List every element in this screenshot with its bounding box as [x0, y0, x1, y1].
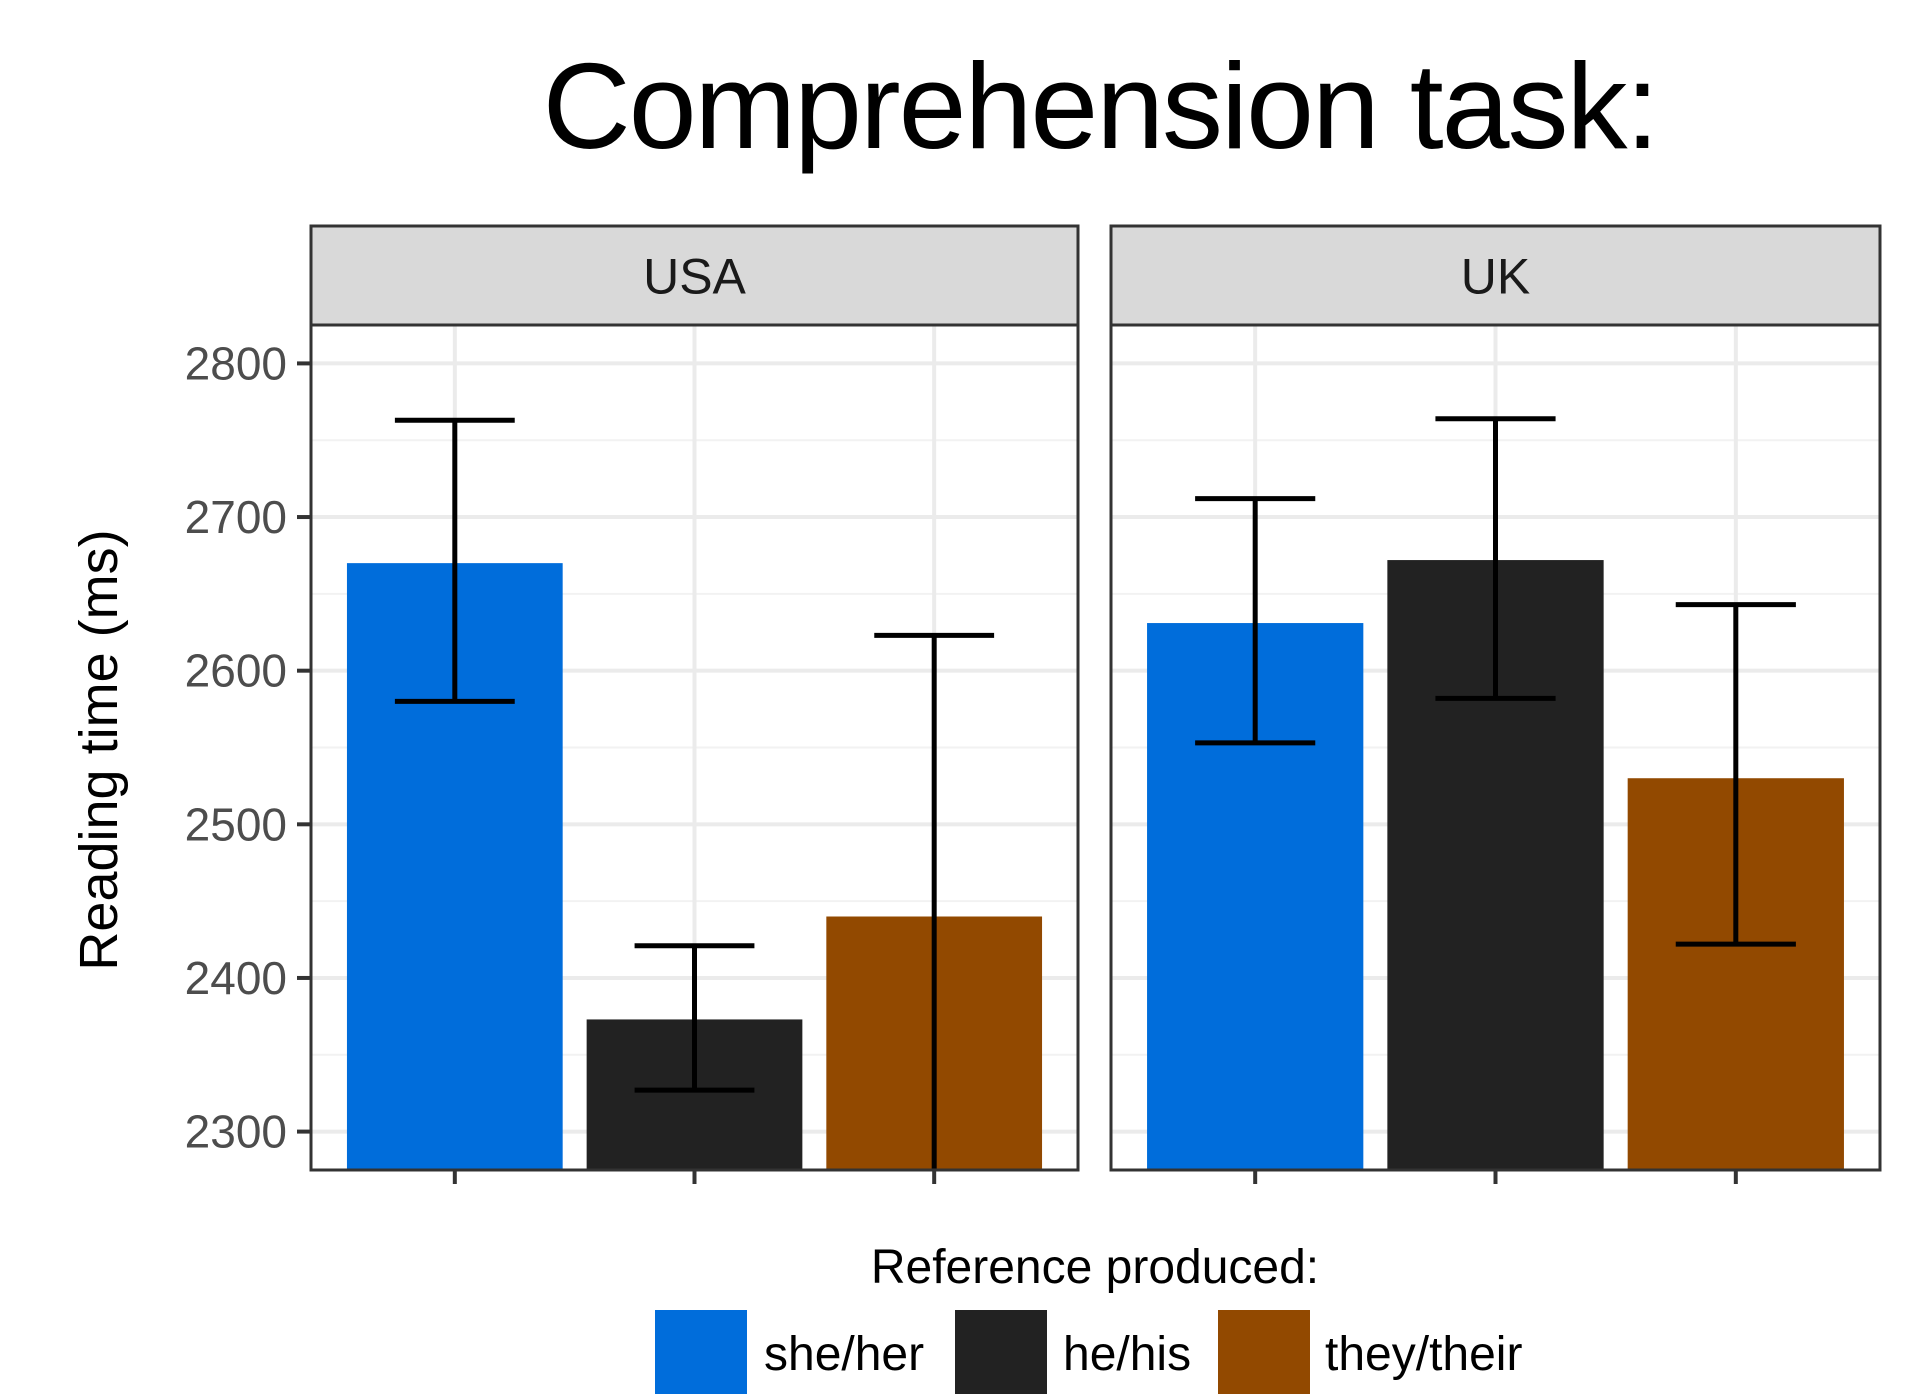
legend-label: he/his — [1063, 1328, 1191, 1381]
error-bar — [634, 943, 755, 1093]
y-axis-title: Reading time (ms) — [69, 529, 129, 970]
error-bar — [874, 632, 995, 1170]
facet-panels: USA UK — [309, 224, 1882, 1184]
y-axis: 2300 2400 2500 2600 2700 2800 — [185, 337, 311, 1158]
legend-item-they-their: they/their — [1218, 1310, 1522, 1394]
legend: she/her he/his they/their — [655, 1310, 1522, 1394]
error-bar — [1195, 496, 1316, 746]
legend-item-she-her: she/her — [655, 1310, 924, 1394]
y-tick-label: 2500 — [185, 798, 287, 850]
error-bar — [394, 417, 515, 704]
legend-label: she/her — [764, 1328, 924, 1381]
facet-panel-uk: UK — [1109, 224, 1882, 1184]
strip-background — [1109, 224, 1882, 327]
strip-label-uk: UK — [1461, 249, 1530, 305]
legend-key — [955, 1310, 1047, 1394]
chart-title: Comprehension task: — [543, 38, 1658, 174]
facet-panel-usa: USA — [309, 224, 1080, 1184]
y-tick-label: 2600 — [185, 645, 287, 697]
legend-title: Reference produced: — [871, 1241, 1319, 1294]
legend-key — [1218, 1310, 1310, 1394]
legend-key — [655, 1310, 747, 1394]
y-tick-label: 2700 — [185, 491, 287, 543]
strip-background — [309, 224, 1080, 327]
legend-label: they/their — [1325, 1328, 1522, 1381]
legend-item-he-his: he/his — [955, 1310, 1191, 1394]
error-bar — [1435, 416, 1556, 701]
y-tick-label: 2800 — [185, 337, 287, 389]
strip-label-usa: USA — [643, 249, 746, 305]
y-tick-label: 2400 — [185, 952, 287, 1004]
error-bar — [1675, 602, 1796, 947]
y-tick-label: 2300 — [185, 1106, 287, 1158]
